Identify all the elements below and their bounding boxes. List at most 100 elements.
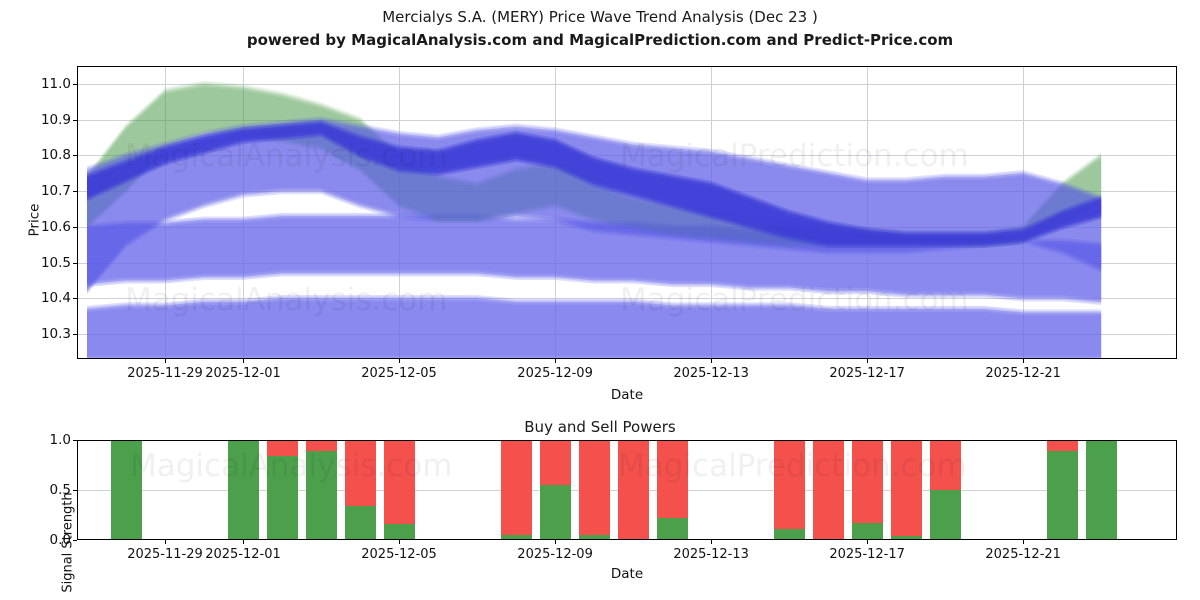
price-gridline <box>77 262 1177 264</box>
price-xtick-label: 2025-12-21 <box>985 366 1061 381</box>
buy-power-segment <box>344 506 376 540</box>
signal-bar[interactable] <box>851 440 883 540</box>
signal-bar[interactable] <box>383 440 415 540</box>
signal-xtick-label: 2025-12-21 <box>985 547 1061 562</box>
price-band-lower-blue-band <box>87 296 1102 358</box>
price-band-lower-blue-band <box>87 301 1102 359</box>
buy-sell-chart: 0.0 0.5 1.0 2025-11-29 2025-12-01 2025-12-05 2… <box>50 432 1177 582</box>
price-ytick <box>73 298 77 300</box>
signal-ytick <box>73 490 77 491</box>
price-band-outer-blue-band-upper <box>87 119 1102 292</box>
price-yaxis-title: Price <box>26 203 43 237</box>
sell-power-segment <box>812 440 844 540</box>
price-band-green-wave-band <box>87 87 1102 248</box>
price-ytick-label: 10.3 <box>40 325 71 342</box>
signal-bar[interactable] <box>578 440 610 540</box>
buy-power-segment <box>1085 440 1117 540</box>
signal-bar[interactable] <box>110 440 142 540</box>
signal-bar[interactable] <box>266 440 298 540</box>
price-xtick <box>1023 359 1025 363</box>
signal-xtick <box>867 540 869 544</box>
price-band-outer-blue-band-upper <box>87 122 1102 295</box>
sell-power-segment <box>266 440 298 456</box>
signal-xtick-label: 2025-11-29 <box>127 547 203 562</box>
price-ytick-label: 10.6 <box>40 218 71 235</box>
signal-bar[interactable] <box>305 440 337 540</box>
price-band-green-wave-band <box>87 83 1102 245</box>
buy-sell-plot-area <box>77 440 1177 540</box>
price-gridline <box>77 226 1177 228</box>
buy-power-segment <box>1046 451 1078 540</box>
price-xtick-label: 2025-12-09 <box>517 366 593 381</box>
signal-xtick <box>243 540 245 544</box>
price-band-green-wave-band <box>87 82 1102 244</box>
signal-xtick-label: 2025-12-09 <box>517 547 593 562</box>
price-ytick <box>73 191 77 193</box>
signal-ytick-label: 0.5 <box>49 482 71 498</box>
page-title: Mercialys S.A. (MERY) Price Wave Trend A… <box>382 8 818 26</box>
signal-bar[interactable] <box>929 440 961 540</box>
sell-power-segment <box>617 440 649 540</box>
price-xtick-label: 2025-12-05 <box>361 366 437 381</box>
price-gridline <box>77 333 1177 335</box>
buy-sell-xaxis-title: Date <box>610 566 644 582</box>
price-gridline <box>77 119 1177 121</box>
signal-xtick <box>1023 540 1025 544</box>
price-xtick-label: 2025-12-17 <box>829 366 905 381</box>
price-ytick <box>73 226 77 228</box>
price-wave-plot-area <box>77 66 1177 359</box>
signal-xtick <box>399 540 401 544</box>
signal-bar[interactable] <box>1085 440 1117 540</box>
sell-power-segment <box>773 440 805 529</box>
signal-xtick-label: 2025-12-01 <box>205 547 281 562</box>
price-gridline-vertical <box>399 66 401 359</box>
signal-ytick-label: 0.0 <box>49 531 71 548</box>
price-xtick-label: 2025-12-01 <box>205 366 281 381</box>
price-xtick <box>165 359 166 363</box>
signal-bar[interactable] <box>227 440 259 540</box>
signal-xtick <box>165 540 166 544</box>
price-xtick <box>555 359 557 363</box>
price-band-core-dark-blue-band <box>87 121 1102 244</box>
buy-power-segment <box>578 535 610 540</box>
price-ytick <box>73 119 77 121</box>
signal-bar[interactable] <box>500 440 532 540</box>
price-gridline <box>77 155 1177 157</box>
signal-bar[interactable] <box>812 440 844 540</box>
price-ytick <box>73 83 77 85</box>
sell-power-segment <box>305 440 337 451</box>
signal-bar[interactable] <box>773 440 805 540</box>
buy-power-segment <box>227 440 259 540</box>
price-xaxis-title: Date <box>610 387 644 403</box>
buy-power-segment <box>929 490 961 540</box>
price-ytick <box>73 333 77 335</box>
buy-power-segment <box>656 518 688 540</box>
signal-bar[interactable] <box>539 440 571 540</box>
price-band-lower-blue-band <box>87 295 1102 356</box>
price-ytick <box>73 155 77 157</box>
signal-bar[interactable] <box>617 440 649 540</box>
signal-bar[interactable] <box>656 440 688 540</box>
price-gridline-vertical <box>1023 66 1025 359</box>
price-band-core-dark-blue-band <box>87 126 1102 248</box>
price-ytick-label: 10.5 <box>40 254 71 271</box>
signal-bar[interactable] <box>344 440 376 540</box>
price-xtick <box>243 359 245 363</box>
price-ytick-label: 10.4 <box>40 290 71 307</box>
sell-power-segment <box>500 440 532 535</box>
price-gridline <box>77 298 1177 300</box>
sell-power-segment <box>539 440 571 485</box>
price-band-core-dark-blue-band <box>87 119 1102 242</box>
price-ytick-label: 10.8 <box>40 147 71 164</box>
signal-bar[interactable] <box>890 440 922 540</box>
buy-power-segment <box>110 440 142 540</box>
price-band-green-wave-band <box>87 80 1102 242</box>
signal-ytick <box>73 440 77 441</box>
price-band-core-dark-blue-band <box>87 124 1102 247</box>
buy-power-segment <box>266 456 298 540</box>
price-ytick <box>73 262 77 264</box>
signal-bar[interactable] <box>1046 440 1078 540</box>
price-xtick <box>399 359 401 363</box>
sell-power-segment <box>851 440 883 523</box>
